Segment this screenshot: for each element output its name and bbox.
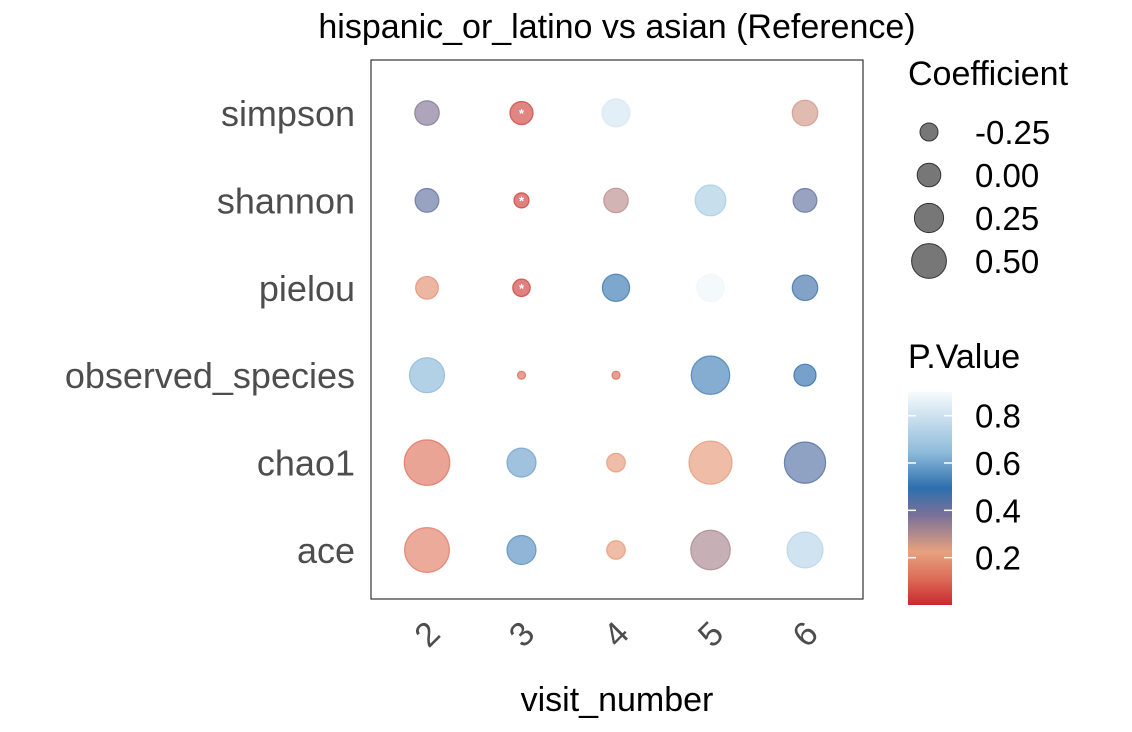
size-legend-key: [911, 243, 947, 279]
size-legend-label: 0.50: [975, 243, 1039, 280]
data-point: [606, 540, 626, 560]
size-legend-key: [916, 162, 942, 188]
data-point: [404, 527, 450, 573]
y-axis-labels: simpson shannon pielou observed_specieschao…: [65, 93, 355, 571]
data-point: [793, 363, 817, 387]
color-legend-label: 0.8: [975, 398, 1021, 435]
size-legend-label: -0.25: [975, 114, 1050, 151]
color-legend-bar: [908, 392, 952, 605]
y-tick-label: pielou: [259, 268, 355, 309]
size-legend-key: [913, 202, 945, 234]
size-legend-label: 0.00: [975, 157, 1039, 194]
data-point: [506, 447, 537, 478]
data-point: [513, 192, 530, 209]
significance-star: *: [519, 106, 525, 121]
x-tick-label: 4: [596, 614, 636, 654]
x-tick-label: 5: [691, 614, 731, 654]
data-point: [516, 370, 527, 380]
significance-star: *: [519, 193, 525, 208]
data-point: [783, 441, 827, 484]
data-point: [690, 529, 731, 571]
y-tick-label: ace: [297, 530, 355, 571]
data-point: [603, 187, 629, 214]
x-tick-label: 3: [502, 614, 542, 654]
data-point: [512, 278, 531, 298]
data-point: [791, 274, 819, 302]
data-point: [403, 439, 451, 486]
data-point: [601, 273, 631, 303]
data-point: [606, 452, 626, 473]
data-point: [688, 440, 733, 485]
data-point: [611, 370, 621, 380]
significance-star: *: [519, 281, 525, 296]
data-point: [414, 187, 440, 213]
color-legend-label: 0.2: [975, 540, 1021, 577]
y-tick-label: shannon: [217, 180, 355, 221]
data-point: [601, 98, 631, 128]
color-legend-label: 0.6: [975, 445, 1021, 482]
data-point: [506, 534, 537, 566]
x-axis-labels: 2 3 4 5 6: [407, 614, 825, 654]
y-tick-label: observed_species: [65, 355, 355, 396]
plot-panel: [370, 59, 864, 600]
size-legend-label: 0.25: [975, 200, 1039, 237]
y-tick-label: simpson: [221, 93, 355, 134]
x-axis-title: visit_number: [521, 681, 714, 719]
data-point: [792, 187, 818, 213]
size-legend: -0.25 0.00 0.25 0.50: [911, 114, 1050, 280]
y-tick-label: chao1: [257, 443, 355, 484]
color-legend-title: P.Value: [908, 338, 1020, 376]
x-tick-label: 2: [407, 614, 447, 654]
data-point: [408, 357, 446, 394]
data-point: [415, 275, 439, 300]
data-point: [791, 99, 819, 127]
color-legend: 0.8 0.6 0.4 0.2: [908, 398, 1021, 577]
data-point: [509, 100, 534, 126]
chart-title: hispanic_or_latino vs asian (Reference): [318, 8, 915, 46]
data-point: [696, 273, 725, 303]
size-legend-title: Coefficient: [908, 55, 1069, 93]
size-legend-key: [919, 122, 939, 142]
data-point: [694, 184, 727, 217]
color-legend-label: 0.4: [975, 492, 1021, 529]
data-point: [414, 100, 440, 126]
x-tick-label: 6: [785, 614, 825, 654]
data-point: [690, 355, 731, 396]
data-point: [786, 531, 824, 569]
data-points: * * *: [403, 98, 827, 573]
